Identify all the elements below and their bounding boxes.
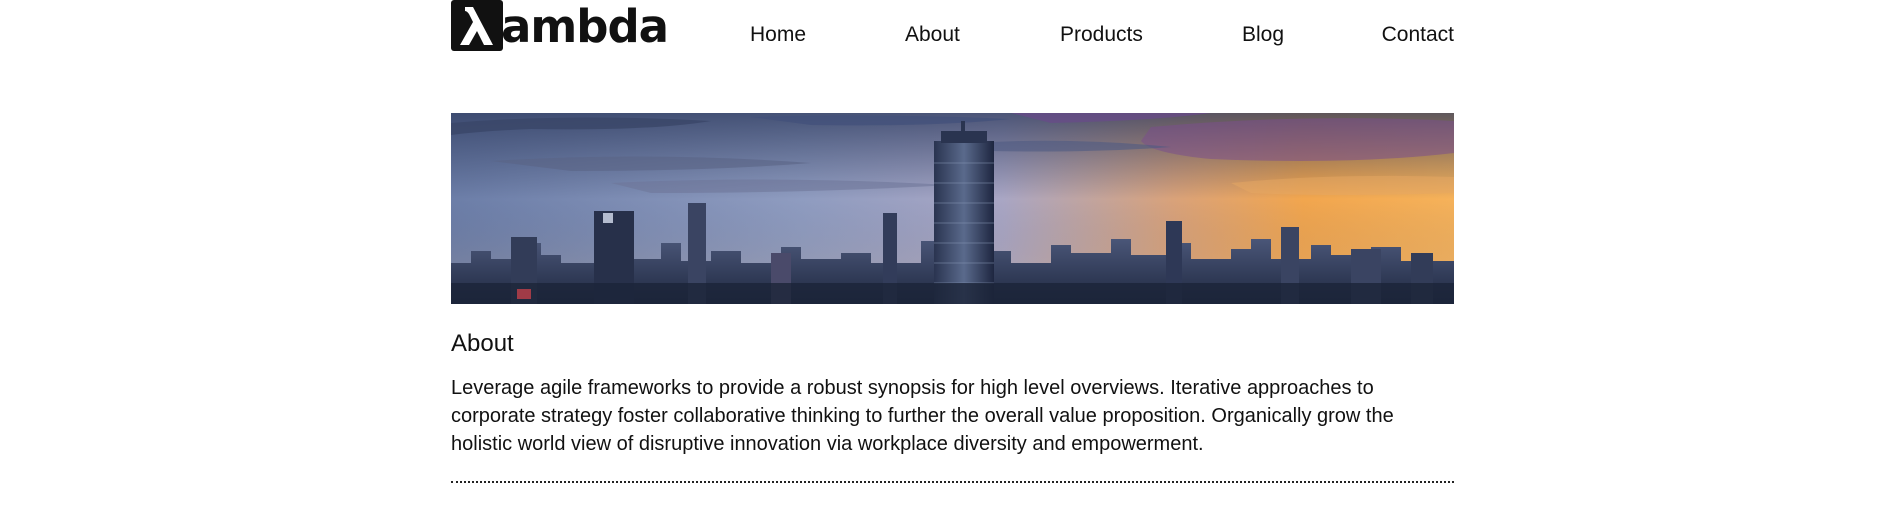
nav-contact[interactable]: Contact (1381, 23, 1454, 46)
hero-image (451, 113, 1454, 304)
content-container: ambda Home About Products Blog Contact (451, 0, 1454, 483)
site-logo[interactable]: ambda (451, 0, 669, 53)
about-paragraph: Leverage agile frameworks to provide a r… (451, 377, 1394, 455)
nav-products[interactable]: Products (1060, 23, 1143, 46)
main-nav: Home About Products Blog Contact (451, 21, 1454, 49)
city-skyline-image (451, 113, 1454, 304)
site-header: ambda Home About Products Blog Contact (451, 0, 1454, 62)
logo-text: ambda (501, 0, 669, 53)
lambda-icon (451, 0, 503, 51)
nav-blog[interactable]: Blog (1242, 23, 1285, 46)
nav-about[interactable]: About (905, 23, 960, 46)
nav-home[interactable]: Home (750, 23, 807, 46)
about-heading: About (451, 330, 514, 357)
section-divider (451, 481, 1454, 483)
